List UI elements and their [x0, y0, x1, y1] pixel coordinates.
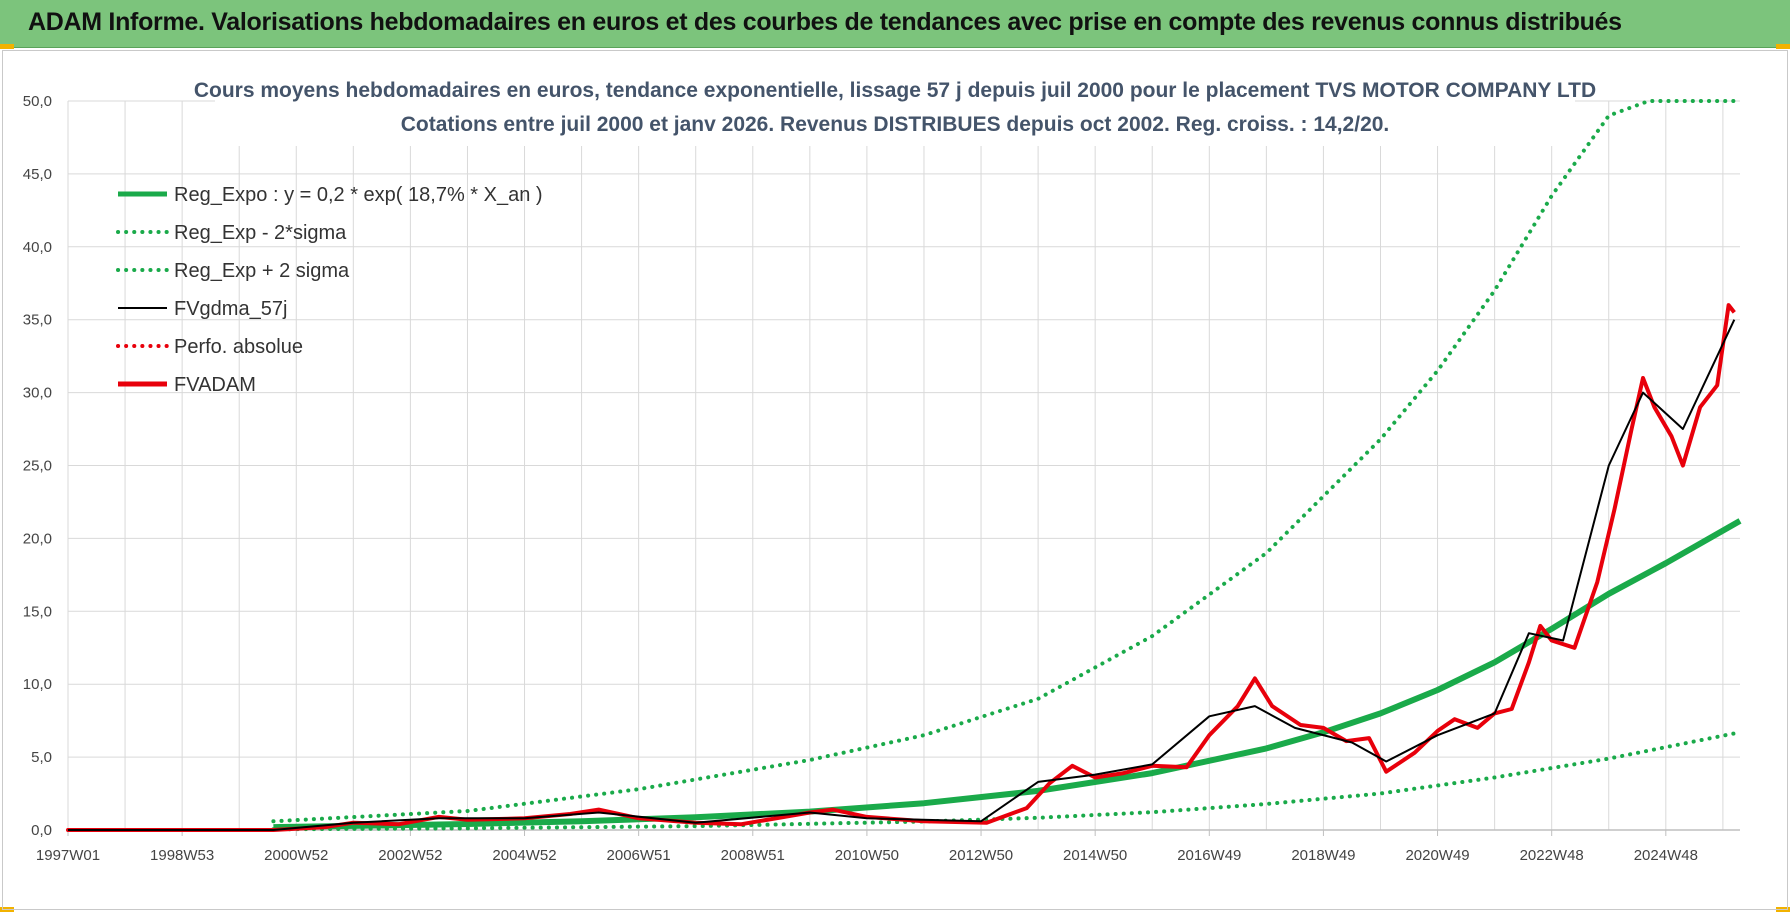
- x-tick-label-5: 2006W51: [607, 847, 671, 864]
- y-tick-label-1: 5,0: [31, 749, 52, 766]
- chart-title: Cours moyens hebdomadaires en euros, ten…: [194, 79, 1596, 102]
- x-tick-label-2: 2000W52: [264, 847, 328, 864]
- chart-legend: Reg_Expo : y = 0,2 * exp( 18,7% * X_an )…: [116, 184, 543, 396]
- y-tick-label-7: 35,0: [23, 312, 52, 329]
- chart-frame: [2, 50, 1788, 910]
- x-tick-label-3: 2002W52: [378, 847, 442, 864]
- legend-label-3: FVgdma_57j: [174, 298, 287, 320]
- x-tick-label-12: 2020W49: [1405, 847, 1469, 864]
- series-line-1: [271, 730, 1742, 832]
- legend-label-5: FVADAM: [174, 374, 256, 396]
- title-backdrop: [215, 70, 1575, 146]
- y-tick-label-4: 20,0: [23, 530, 52, 547]
- y-tick-label-2: 10,0: [23, 676, 52, 693]
- report-banner-title: ADAM Informe. Valorisations hebdomadaire…: [28, 8, 1622, 36]
- y-tick-label-9: 45,0: [23, 166, 52, 183]
- legend-label-4: Perfo. absolue: [174, 336, 303, 358]
- series-line-5: [68, 303, 1736, 832]
- legend-label-1: Reg_Exp - 2*sigma: [174, 222, 347, 244]
- y-tick-label-6: 30,0: [23, 385, 52, 402]
- x-tick-label-7: 2010W50: [835, 847, 899, 864]
- x-tick-label-6: 2008W51: [721, 847, 785, 864]
- corner-mark-top-left: [0, 44, 14, 49]
- legend-label-2: Reg_Exp + 2 sigma: [174, 260, 350, 282]
- x-tick-label-10: 2016W49: [1177, 847, 1241, 864]
- x-tick-label-0: 1997W01: [36, 847, 100, 864]
- x-tick-label-13: 2022W48: [1520, 847, 1584, 864]
- chart-subtitle: Cotations entre juil 2000 et janv 2026. …: [401, 113, 1390, 136]
- y-tick-label-3: 15,0: [23, 603, 52, 620]
- x-tick-label-1: 1998W53: [150, 847, 214, 864]
- x-tick-label-14: 2024W48: [1634, 847, 1698, 864]
- x-tick-label-9: 2014W50: [1063, 847, 1127, 864]
- legend-label-0: Reg_Expo : y = 0,2 * exp( 18,7% * X_an ): [174, 184, 543, 206]
- x-tick-label-11: 2018W49: [1291, 847, 1355, 864]
- grid-layer: [67, 100, 1740, 831]
- series-line-0: [273, 518, 1742, 831]
- report-banner: ADAM Informe. Valorisations hebdomadaire…: [0, 0, 1790, 48]
- axis-layer: 0,0 5,0 10,0 15,0 20,0 25,0 30,0 35,0 40,0 45,0 50…: [23, 93, 1740, 864]
- x-tick-label-8: 2012W50: [949, 847, 1013, 864]
- series-layer: [66, 99, 1742, 832]
- x-tick-label-4: 2004W52: [492, 847, 556, 864]
- y-tick-label-8: 40,0: [23, 239, 52, 256]
- y-tick-label-5: 25,0: [23, 458, 52, 475]
- y-tick-label-10: 50,0: [23, 93, 52, 110]
- y-tick-label-0: 0,0: [31, 822, 52, 839]
- corner-mark-top-right: [1776, 44, 1790, 49]
- series-line-2: [271, 99, 1742, 824]
- series-line-3: [68, 319, 1736, 831]
